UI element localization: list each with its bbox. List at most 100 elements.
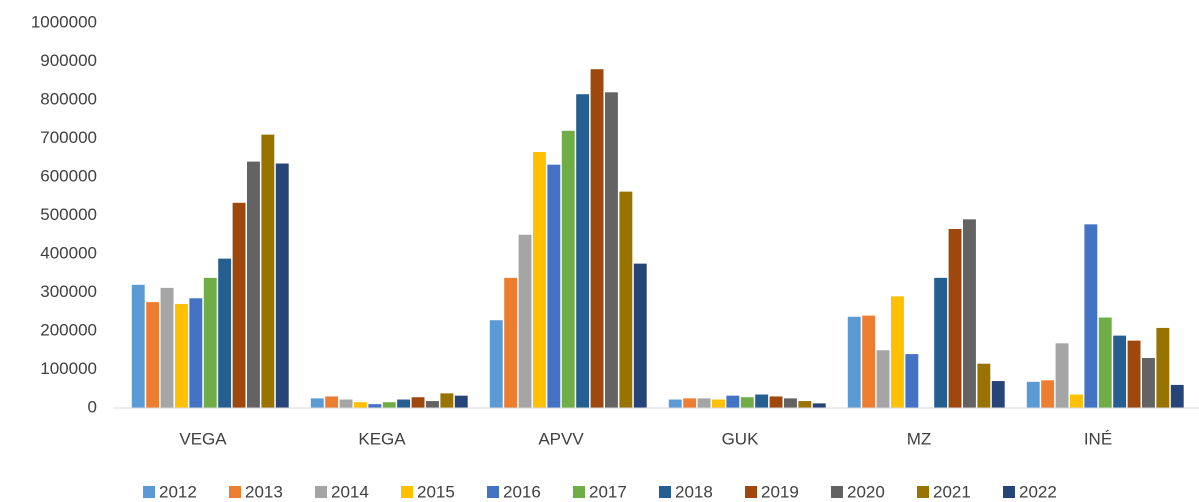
- y-tick-label: 700000: [40, 128, 97, 147]
- y-tick-label: 100000: [40, 359, 97, 378]
- bar: [1156, 327, 1170, 408]
- y-tick-label: 400000: [40, 243, 97, 262]
- bar: [146, 302, 160, 408]
- x-tick-label: MZ: [907, 429, 932, 448]
- bar: [1026, 381, 1040, 408]
- bar: [261, 134, 275, 408]
- bar: [948, 228, 962, 408]
- legend-label: 2019: [761, 482, 799, 501]
- bar: [590, 69, 604, 408]
- legend-label: 2013: [245, 482, 283, 501]
- bar: [189, 298, 203, 408]
- legend-swatch: [659, 486, 671, 498]
- bar: [397, 399, 411, 408]
- bar: [668, 399, 682, 408]
- bar: [547, 164, 561, 408]
- y-tick-label: 300000: [40, 282, 97, 301]
- bar: [232, 202, 246, 408]
- bar: [876, 350, 890, 408]
- y-tick-label: 0: [88, 397, 97, 416]
- bar: [812, 403, 826, 408]
- bar: [755, 394, 769, 408]
- legend-swatch: [831, 486, 843, 498]
- bar: [203, 277, 217, 408]
- bar: [1170, 384, 1184, 408]
- bar: [411, 397, 425, 408]
- bar: [310, 398, 324, 408]
- bar: [454, 395, 468, 408]
- legend-label: 2022: [1019, 482, 1057, 501]
- bar: [504, 277, 518, 408]
- bar: [175, 304, 188, 408]
- bar: [1055, 343, 1069, 408]
- legend-label: 2014: [331, 482, 369, 501]
- bar: [382, 402, 396, 408]
- x-tick-label: INÉ: [1084, 429, 1112, 448]
- bar: [712, 399, 725, 408]
- bar: [576, 94, 590, 408]
- bar: [683, 398, 697, 408]
- bar: [218, 258, 232, 408]
- x-tick-label: KEGA: [358, 429, 406, 448]
- legend-label: 2017: [589, 482, 627, 501]
- bar: [1098, 317, 1112, 408]
- legend-swatch: [487, 486, 499, 498]
- bar: [977, 363, 991, 408]
- x-tick-label: VEGA: [179, 429, 227, 448]
- bar: [426, 401, 439, 408]
- bar: [160, 287, 174, 408]
- bar: [619, 191, 633, 408]
- y-tick-label: 200000: [40, 320, 97, 339]
- bar: [518, 234, 532, 408]
- legend-swatch: [401, 486, 413, 498]
- bar: [726, 395, 740, 408]
- bar: [740, 397, 754, 408]
- legend-swatch: [229, 486, 241, 498]
- bar: [1113, 335, 1127, 408]
- y-tick-label: 500000: [40, 205, 97, 224]
- bar: [131, 284, 145, 408]
- legend-swatch: [573, 486, 585, 498]
- legend-swatch: [143, 486, 155, 498]
- legend-label: 2020: [847, 482, 885, 501]
- legend-swatch: [1003, 486, 1015, 498]
- legend-label: 2021: [933, 482, 971, 501]
- bar: [533, 151, 546, 408]
- bar: [325, 396, 339, 408]
- x-tick-label: APVV: [538, 429, 584, 448]
- bar: [891, 296, 904, 408]
- bar: [275, 163, 289, 408]
- bar: [633, 263, 647, 408]
- bar: [1127, 340, 1141, 408]
- bar: [1142, 357, 1155, 408]
- bar: [561, 130, 575, 409]
- legend-swatch: [917, 486, 929, 498]
- legend-label: 2012: [159, 482, 197, 501]
- bar: [934, 277, 948, 408]
- bar: [963, 219, 976, 408]
- bar: [847, 316, 861, 408]
- legend-label: 2018: [675, 482, 713, 501]
- bar: [354, 402, 367, 408]
- y-tick-label: 600000: [40, 166, 97, 185]
- y-tick-label: 1000000: [31, 12, 97, 31]
- bar: [1084, 224, 1098, 408]
- legend-label: 2015: [417, 482, 455, 501]
- y-tick-label: 800000: [40, 89, 97, 108]
- bar: [339, 399, 353, 408]
- y-tick-label: 900000: [40, 51, 97, 70]
- bar: [862, 315, 876, 408]
- bar: [489, 320, 503, 408]
- bar: [247, 161, 260, 408]
- bar: [798, 401, 812, 408]
- bar: [368, 404, 382, 408]
- bar: [905, 354, 919, 408]
- bar: [784, 398, 797, 408]
- legend-swatch: [745, 486, 757, 498]
- bar: [1041, 380, 1055, 408]
- bar: [605, 92, 618, 409]
- bar: [1070, 394, 1083, 408]
- bar: [769, 396, 783, 408]
- x-tick-label: GUK: [722, 429, 760, 448]
